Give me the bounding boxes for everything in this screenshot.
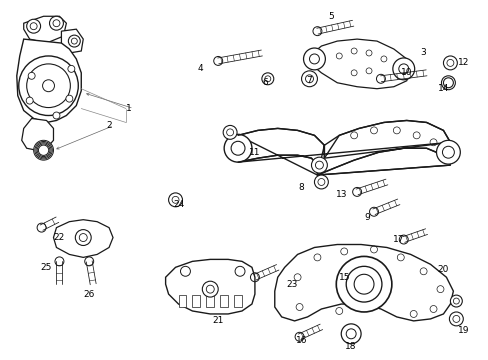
Text: 15: 15: [338, 273, 349, 282]
Polygon shape: [309, 39, 410, 89]
Circle shape: [441, 76, 454, 90]
Text: 25: 25: [41, 263, 52, 272]
Polygon shape: [165, 260, 254, 314]
Circle shape: [35, 141, 52, 159]
Circle shape: [202, 281, 218, 297]
Text: 22: 22: [54, 233, 65, 242]
Text: 13: 13: [335, 190, 346, 199]
Circle shape: [436, 140, 459, 164]
Circle shape: [36, 143, 51, 158]
Text: 21: 21: [212, 316, 224, 325]
Text: 19: 19: [457, 326, 468, 335]
Circle shape: [19, 56, 78, 116]
Text: 24: 24: [173, 200, 184, 209]
Circle shape: [301, 71, 317, 87]
Bar: [206, 295, 214, 307]
Text: 23: 23: [285, 280, 297, 289]
Circle shape: [68, 35, 80, 47]
Text: 10: 10: [400, 68, 412, 77]
Bar: [234, 295, 242, 307]
Polygon shape: [238, 121, 449, 175]
Polygon shape: [274, 244, 452, 321]
Circle shape: [448, 312, 462, 326]
Text: 14: 14: [437, 84, 448, 93]
Circle shape: [223, 125, 237, 139]
Text: 3: 3: [420, 49, 426, 58]
Circle shape: [34, 140, 53, 160]
Circle shape: [37, 144, 50, 157]
Text: 1: 1: [126, 104, 131, 113]
Circle shape: [66, 95, 73, 102]
Circle shape: [311, 157, 326, 173]
Circle shape: [39, 145, 49, 156]
Polygon shape: [61, 29, 83, 53]
Bar: [178, 295, 186, 307]
Text: 2: 2: [106, 121, 112, 130]
Polygon shape: [24, 16, 66, 43]
Polygon shape: [17, 39, 81, 122]
Circle shape: [75, 230, 91, 246]
Polygon shape: [53, 220, 113, 257]
Text: 7: 7: [306, 76, 312, 85]
Circle shape: [27, 19, 41, 33]
Text: 20: 20: [437, 265, 448, 274]
Text: 6: 6: [262, 78, 267, 87]
Text: 12: 12: [457, 58, 468, 67]
Text: 9: 9: [364, 213, 369, 222]
Text: 26: 26: [83, 289, 95, 298]
Text: 17: 17: [392, 235, 404, 244]
Circle shape: [262, 73, 273, 85]
Polygon shape: [21, 118, 53, 150]
Circle shape: [49, 16, 63, 30]
Text: 8: 8: [298, 184, 304, 193]
Bar: [220, 295, 228, 307]
Circle shape: [443, 56, 456, 70]
Circle shape: [168, 193, 182, 207]
Circle shape: [224, 134, 251, 162]
Circle shape: [26, 97, 33, 104]
Text: 18: 18: [345, 342, 356, 351]
Circle shape: [303, 48, 325, 70]
Text: 16: 16: [295, 336, 306, 345]
Circle shape: [68, 66, 75, 72]
Circle shape: [336, 256, 391, 312]
Circle shape: [314, 175, 327, 189]
Bar: [192, 295, 200, 307]
Circle shape: [28, 72, 35, 79]
Circle shape: [443, 78, 452, 88]
Circle shape: [392, 58, 414, 80]
Text: 4: 4: [197, 64, 203, 73]
Circle shape: [341, 324, 360, 344]
Circle shape: [449, 295, 461, 307]
Text: 5: 5: [328, 12, 333, 21]
Circle shape: [235, 266, 244, 276]
Text: 11: 11: [249, 148, 260, 157]
Circle shape: [180, 266, 190, 276]
Circle shape: [53, 112, 60, 119]
